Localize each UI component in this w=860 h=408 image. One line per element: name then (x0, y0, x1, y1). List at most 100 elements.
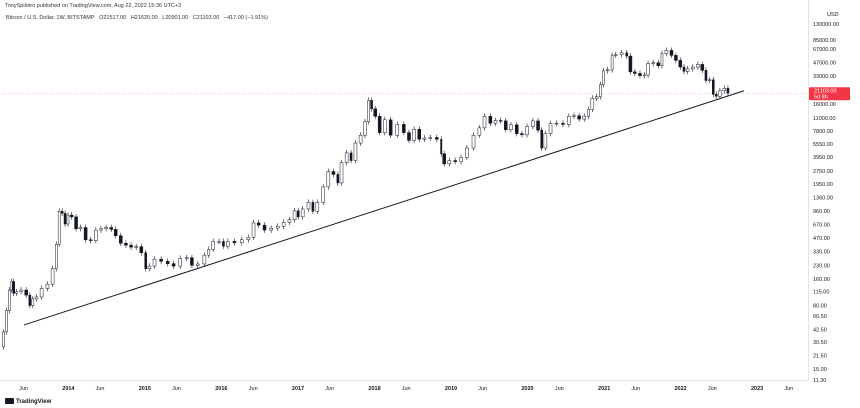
price-tick-label: 470.00 (813, 236, 830, 242)
candle-body (8, 289, 11, 311)
symbol-legend: Bitcoin / U.S. Dollar, 1W, BITSTAMP O215… (6, 15, 271, 21)
candle-body (718, 90, 722, 97)
candle-body (674, 55, 678, 61)
candle-body (477, 127, 482, 136)
candle-body (536, 120, 540, 131)
candle-body (370, 100, 373, 110)
price-tick-label: 670.00 (813, 223, 830, 229)
price-tick-label: 11000.00 (813, 116, 836, 122)
price-tick-label: 33000.00 (813, 74, 836, 80)
price-tick-label: 160.00 (813, 277, 830, 283)
candle-body (543, 133, 548, 149)
candle-body (315, 202, 320, 212)
price-tick-label: 15.00 (813, 367, 827, 373)
price-tick-label: 7800.00 (813, 129, 833, 135)
candle-body (531, 120, 535, 127)
candle-body (614, 54, 618, 56)
candle-body (590, 97, 595, 110)
year-tick-label: 2019 (445, 386, 457, 392)
bar-countdown: 5d 8h (814, 95, 828, 101)
year-tick-label: 2021 (598, 386, 610, 392)
currency-label: USD (827, 12, 839, 18)
candle-body (45, 283, 50, 289)
candle-body (422, 137, 427, 140)
price-tick-label: 130000.00 (813, 22, 839, 28)
tradingview-logo[interactable]: TradingView (5, 398, 51, 405)
candle-body (12, 281, 16, 294)
candle-body (704, 70, 708, 81)
price-tick-label: 47000.00 (813, 61, 836, 67)
time-axis-labels[interactable]: Jun 2014 Jun 2015 Jun 2016 Jun 2017 Jun 2018 Jun 20… (19, 386, 793, 392)
candle-body (275, 226, 280, 229)
price-axis-labels[interactable]: 130000.00 85000.00 67000.00 47000.00 33000.0… (813, 22, 839, 384)
price-tick-label: 2750.00 (813, 169, 833, 175)
candle-body (373, 108, 377, 117)
candle-body (577, 115, 581, 120)
candle-body (707, 79, 712, 81)
candle-body (525, 126, 529, 135)
candle-body (678, 60, 683, 68)
candle-body (321, 186, 325, 203)
candle-body (493, 120, 498, 124)
price-tick-label: 230.00 (813, 263, 830, 269)
price-tick-label: 3950.00 (813, 155, 833, 161)
candle-body (685, 68, 690, 72)
candle-body (344, 152, 349, 163)
candle-body (24, 289, 28, 296)
legend-close: C21103.00 (192, 15, 220, 21)
candle-body (226, 241, 230, 247)
candle-body (367, 100, 370, 122)
candle-body (256, 222, 261, 226)
candle-body (331, 171, 336, 175)
candle-body (567, 116, 571, 125)
legend-open: O21517.00 (99, 15, 127, 21)
candle-body (336, 174, 340, 184)
symbol-name[interactable]: Bitcoin / U.S. Dollar, 1W, BITSTAMP (6, 15, 95, 21)
candle-body (66, 214, 70, 225)
candle-body (165, 261, 170, 264)
candle-body (656, 62, 661, 66)
candle-body (602, 70, 605, 85)
candle-body (251, 222, 256, 238)
candle-body (669, 50, 674, 56)
candle-body (147, 265, 152, 269)
candle-body (54, 243, 58, 269)
candle-body (442, 153, 446, 165)
candle-body (383, 119, 387, 133)
candle-body (582, 116, 586, 120)
year-tick-label: 2022 (674, 386, 686, 392)
candle-body (504, 120, 508, 130)
candle-body (664, 50, 669, 54)
candle-body (402, 124, 406, 133)
publisher-line: TonySpilotro published on TradingView.co… (5, 3, 182, 9)
candle-body (124, 243, 128, 246)
tradingview-wordmark: TradingView (16, 399, 52, 405)
candle-body (269, 227, 273, 231)
candle-body (129, 244, 133, 248)
candle-body (358, 134, 363, 144)
candle-body (2, 331, 5, 348)
year-tick-label: 2015 (139, 386, 151, 392)
candlestick-series (2, 47, 730, 350)
candle-body (572, 115, 576, 117)
price-tick-label: 11.30 (813, 378, 826, 384)
price-tag-box (809, 87, 850, 101)
candle-body (119, 235, 123, 244)
price-tick-label: 1360.00 (813, 196, 833, 202)
candle-body (39, 288, 44, 298)
price-tick-label: 5550.00 (813, 142, 833, 148)
candle-body (515, 124, 519, 134)
candle-body (178, 258, 182, 267)
candle-body (60, 211, 64, 214)
price-tick-label: 85000.00 (813, 38, 836, 44)
candle-body (682, 66, 686, 72)
candle-body (109, 227, 114, 230)
candle-body (10, 281, 13, 291)
candle-body (94, 229, 98, 241)
trendline[interactable] (23, 90, 745, 326)
month-tick-label: Jun (402, 386, 411, 392)
month-tick-label: Jun (784, 386, 793, 392)
support-trendline (23, 90, 745, 326)
